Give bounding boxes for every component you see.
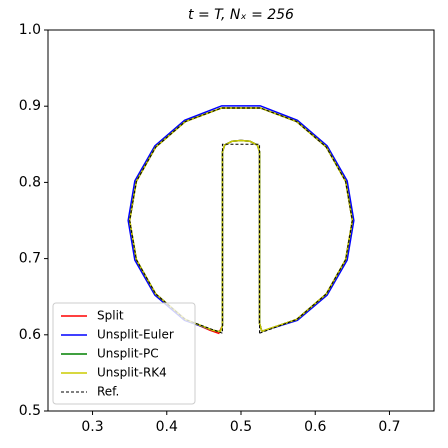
x-tick-label: 0.3 xyxy=(81,419,103,435)
x-tick-label: 0.5 xyxy=(230,419,252,435)
y-tick-label: 0.7 xyxy=(19,251,41,267)
y-tick-label: 0.6 xyxy=(19,327,41,343)
y-tick-label: 0.8 xyxy=(19,174,41,190)
legend-label: Unsplit-PC xyxy=(97,347,159,361)
y-tick-label: 0.9 xyxy=(19,98,41,114)
series-line xyxy=(127,105,355,333)
series-line xyxy=(128,107,354,333)
x-tick-label: 0.4 xyxy=(156,419,178,435)
series-line xyxy=(129,107,353,334)
legend: Split Unsplit-Euler Unsplit-PC Unsplit-RK4 R… xyxy=(52,302,196,405)
chart-title: t = T, Nₓ = 256 xyxy=(188,7,294,23)
legend-box xyxy=(52,302,196,405)
legend-label: Unsplit-Euler xyxy=(97,328,174,342)
legend-label: Unsplit-RK4 xyxy=(97,366,167,380)
x-tick-label: 0.7 xyxy=(378,419,400,435)
legend-label: Split xyxy=(97,309,124,323)
plot-frame xyxy=(47,29,435,412)
legend-label: Ref. xyxy=(97,385,119,399)
y-tick-label: 1.0 xyxy=(19,22,41,38)
x-tick-label: 0.6 xyxy=(304,419,326,435)
y-tick-label: 0.5 xyxy=(19,403,41,419)
